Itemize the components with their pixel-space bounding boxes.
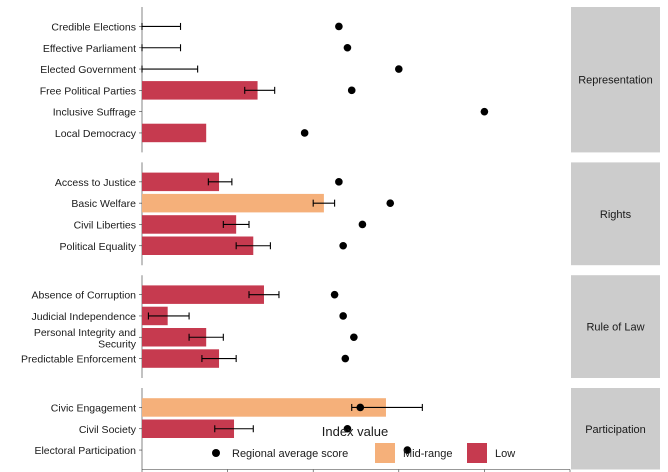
category-label: Personal Integrity and Security [34, 327, 137, 351]
facet-strip [571, 162, 660, 266]
category-label: Civil Society [79, 424, 137, 436]
category-label: Free Political Parties [40, 85, 136, 97]
regional-average-point [358, 220, 367, 229]
facet-panels: Representation Credible Elections Effectiv… [21, 7, 660, 470]
regional-average-point [386, 199, 395, 207]
category-label: Judicial Independence [32, 311, 137, 323]
bar [142, 81, 258, 100]
facet-panel: Rights Access to Justice Basic Welfare Civi… [55, 162, 660, 266]
regional-average-point [339, 312, 347, 320]
category-label: Predictable Enforcement [21, 354, 136, 366]
category-label: Local Democracy [55, 128, 137, 140]
legend-label-mid: Mid-range [403, 448, 453, 460]
bar [142, 419, 235, 438]
category-label: Credible Elections [51, 21, 136, 33]
category-label: Access to Justice [55, 177, 136, 189]
legend-swatch-low [467, 443, 487, 463]
error-bar [222, 220, 250, 228]
legend: Regional average score Mid-range Low [212, 443, 515, 463]
category-label: Electoral Participation [34, 445, 136, 457]
error-bar [312, 199, 336, 207]
facet-panel: Rule of Law Absence of Corruption Judicial… [21, 275, 660, 378]
bar [142, 193, 324, 213]
facet-strip [571, 7, 660, 153]
facet-panel: Participation Civic Engagement Civil Socie… [34, 388, 660, 470]
regional-average-point [300, 129, 309, 137]
error-bar [188, 333, 224, 341]
error-bar [207, 178, 233, 186]
error-bar [147, 312, 190, 320]
category-label: Inclusive Suffrage [53, 107, 136, 119]
facet-strip-label: Representation [578, 75, 653, 87]
error-bar [248, 291, 280, 299]
bar [142, 172, 220, 192]
x-axis: Index value 0.00.20.40.60.81.0 [141, 424, 571, 472]
facet-strip [571, 275, 660, 378]
category-label: Civil Liberties [74, 219, 136, 231]
facet-strip-label: Participation [585, 424, 646, 436]
regional-average-point [341, 354, 350, 363]
facet-strip-label: Rights [600, 209, 632, 221]
bar [142, 328, 207, 347]
error-bar [141, 65, 199, 73]
category-label: Civic Engagement [51, 402, 136, 414]
regional-average-point [343, 43, 352, 52]
regional-average-point [339, 241, 347, 250]
bar [142, 123, 207, 143]
bar [142, 285, 264, 304]
regional-average-point [350, 333, 358, 342]
error-bar [214, 425, 254, 433]
bar [142, 349, 220, 368]
regional-average-point [403, 446, 412, 454]
error-bar [141, 22, 182, 30]
bar [142, 215, 237, 234]
bar [142, 398, 386, 417]
legend-point-label: Regional average score [232, 448, 348, 460]
regional-average-point [335, 178, 343, 186]
regional-average-point [335, 22, 343, 31]
legend-point-marker [212, 449, 220, 457]
error-bar [141, 44, 182, 52]
bar [142, 236, 254, 255]
legend-label-low: Low [495, 448, 515, 460]
category-label: Basic Welfare [71, 198, 136, 210]
regional-average-point [395, 65, 403, 73]
x-axis-title: Index value [322, 424, 389, 439]
error-bar [201, 355, 237, 363]
regional-average-point [330, 290, 339, 299]
error-bar [235, 242, 271, 250]
category-label: Absence of Corruption [32, 290, 137, 302]
regional-average-point [356, 403, 365, 412]
regional-average-point [347, 86, 356, 95]
category-label: Political Equality [60, 241, 137, 253]
facet-panel: Representation Credible Elections Effectiv… [40, 7, 660, 153]
legend-swatch-mid [375, 443, 395, 463]
error-bar [244, 86, 276, 94]
facet-strip [571, 388, 660, 470]
regional-average-point [480, 107, 489, 116]
regional-average-point [343, 424, 352, 433]
category-label: Effective Parliament [43, 43, 136, 55]
category-label: Elected Government [40, 64, 136, 76]
facet-strip-label: Rule of Law [586, 322, 644, 334]
